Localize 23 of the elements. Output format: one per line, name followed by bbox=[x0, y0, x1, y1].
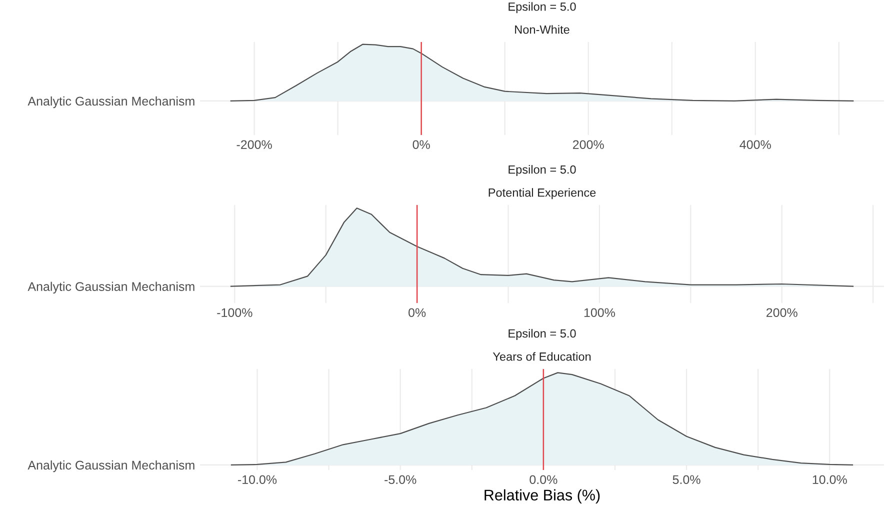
chart-subtitle: Non-White bbox=[515, 25, 570, 34]
x-tick-label: 0% bbox=[412, 140, 430, 150]
chart-subtitle: Potential Experience bbox=[488, 188, 596, 200]
y-axis-title: Analytic Gaussian Mechanism bbox=[28, 96, 194, 108]
chart-title: Epsilon = 5.0 bbox=[508, 165, 576, 176]
x-tick-label: 10.0% bbox=[812, 475, 847, 484]
chart-subtitle: Years of Education bbox=[492, 352, 591, 361]
x-tick-label: 100% bbox=[584, 308, 615, 318]
x-tick-label: 5.0% bbox=[672, 475, 700, 484]
x-tick-label: -5.0% bbox=[384, 475, 416, 484]
x-tick-label: 0.0% bbox=[530, 475, 558, 484]
x-tick-label: 400% bbox=[740, 140, 771, 150]
y-axis-title: Analytic Gaussian Mechanism bbox=[28, 460, 194, 472]
chart-title: Epsilon = 5.0 bbox=[508, 2, 576, 14]
x-tick-label: -100% bbox=[217, 308, 252, 318]
x-tick-label: 0% bbox=[408, 308, 426, 318]
x-tick-label: -200% bbox=[236, 140, 272, 150]
y-axis-title: Analytic Gaussian Mechanism bbox=[28, 282, 194, 294]
x-tick-label: -10.0% bbox=[238, 475, 277, 484]
x-tick-label: 200% bbox=[572, 140, 604, 150]
x-axis-title: Relative Bias (%) bbox=[484, 489, 600, 504]
x-tick-label: 200% bbox=[766, 308, 798, 318]
chart-title: Epsilon = 5.0 bbox=[508, 328, 576, 340]
